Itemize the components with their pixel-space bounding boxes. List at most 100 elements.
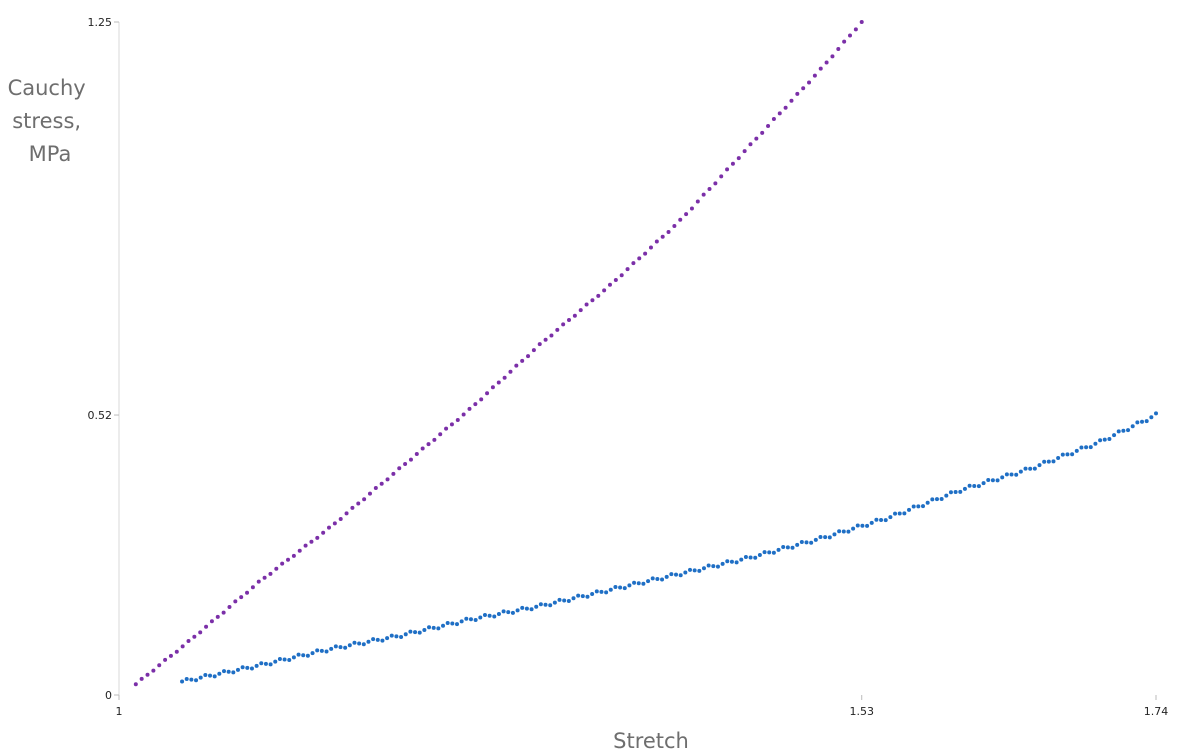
- data-point: [720, 561, 725, 566]
- data-point: [344, 511, 349, 516]
- data-point: [198, 675, 203, 680]
- data-point: [625, 267, 630, 272]
- data-point: [1000, 475, 1005, 480]
- data-point: [823, 535, 828, 540]
- data-point: [479, 397, 484, 402]
- data-point: [715, 564, 720, 569]
- data-point: [259, 661, 264, 666]
- data-point: [674, 572, 679, 577]
- data-point: [1060, 452, 1065, 457]
- data-point: [273, 659, 278, 664]
- data-point: [590, 592, 595, 597]
- data-point: [1084, 445, 1089, 450]
- data-point: [403, 632, 408, 637]
- data-point: [274, 566, 279, 571]
- data-point: [804, 540, 809, 545]
- data-point: [594, 589, 599, 594]
- data-point: [221, 610, 226, 615]
- data-point: [301, 653, 306, 658]
- data-point: [455, 418, 460, 423]
- data-point: [1154, 411, 1158, 416]
- data-point: [1107, 437, 1112, 442]
- data-point: [555, 327, 560, 332]
- data-point: [492, 614, 497, 619]
- data-point: [321, 530, 326, 535]
- data-point: [707, 186, 712, 191]
- data-point: [1098, 438, 1103, 443]
- data-point: [324, 649, 329, 654]
- data-point: [413, 630, 418, 635]
- y-axis-title-line-2: stress,: [12, 109, 81, 133]
- data-point: [641, 581, 646, 586]
- data-point: [841, 529, 846, 534]
- data-point: [180, 644, 185, 649]
- data-point: [338, 645, 343, 650]
- data-point: [459, 619, 464, 624]
- data-point: [414, 452, 419, 457]
- data-point: [701, 192, 706, 197]
- data-point: [362, 497, 367, 502]
- data-point: [310, 651, 315, 656]
- data-point: [473, 618, 478, 623]
- data-point: [1056, 456, 1061, 461]
- data-point: [995, 478, 1000, 483]
- data-point: [636, 581, 641, 586]
- data-point: [801, 86, 806, 91]
- data-point: [514, 363, 519, 368]
- data-point: [631, 261, 636, 266]
- data-point: [194, 678, 199, 683]
- data-point: [907, 507, 912, 512]
- data-point: [204, 624, 209, 629]
- data-point: [256, 579, 261, 584]
- data-point: [561, 322, 566, 327]
- data-point: [836, 46, 841, 51]
- y-tick-label: 1.25: [88, 16, 113, 29]
- data-point: [329, 646, 334, 651]
- data-point: [548, 603, 553, 608]
- data-point: [385, 477, 390, 482]
- data-point: [869, 520, 874, 525]
- data-point: [373, 486, 378, 491]
- data-point: [420, 446, 425, 451]
- data-point: [865, 523, 870, 528]
- y-tick-label: 0.52: [88, 409, 113, 422]
- data-point: [1032, 466, 1037, 471]
- data-point: [515, 608, 520, 613]
- data-point: [296, 652, 301, 657]
- data-point: [953, 490, 958, 495]
- data-point: [851, 526, 856, 531]
- data-point: [643, 251, 648, 256]
- data-point: [584, 302, 589, 307]
- data-point: [1028, 466, 1033, 471]
- data-point: [711, 564, 716, 569]
- data-point: [781, 545, 786, 550]
- data-point: [485, 391, 490, 396]
- data-point: [391, 471, 396, 476]
- data-point: [403, 461, 408, 466]
- data-point: [767, 550, 772, 555]
- data-point: [743, 554, 748, 559]
- data-point: [648, 245, 653, 250]
- data-point: [818, 535, 823, 539]
- data-point: [309, 539, 314, 544]
- data-point: [879, 518, 884, 522]
- data-point: [607, 282, 612, 287]
- data-point: [151, 668, 156, 673]
- data-point: [189, 677, 194, 682]
- data-point: [520, 358, 525, 363]
- data-point: [268, 571, 273, 576]
- data-point: [510, 610, 515, 615]
- data-point: [280, 561, 285, 566]
- data-point: [1149, 415, 1154, 420]
- y-axis-title-line-3: MPa: [29, 142, 72, 166]
- data-point: [184, 676, 189, 681]
- data-point: [742, 149, 747, 154]
- data-point: [678, 217, 683, 222]
- data-point: [343, 645, 348, 650]
- data-point: [1070, 452, 1075, 457]
- data-point: [496, 380, 501, 385]
- data-point: [1046, 459, 1051, 464]
- data-point: [468, 617, 473, 622]
- data-point: [397, 466, 402, 471]
- data-point: [287, 658, 292, 663]
